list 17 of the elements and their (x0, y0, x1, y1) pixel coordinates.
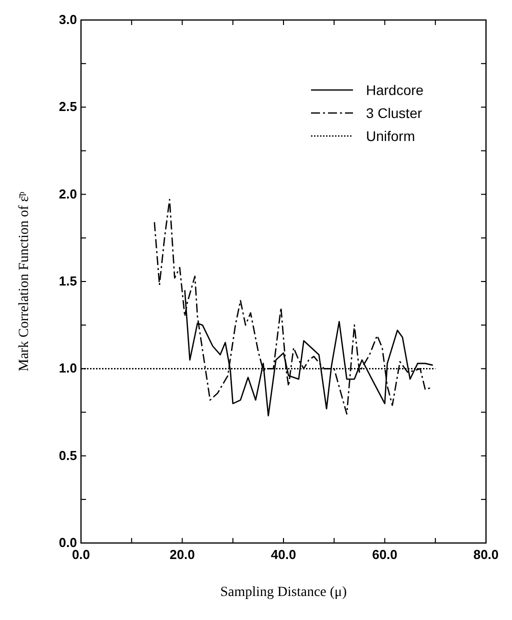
x-tick-label: 60.0 (372, 547, 398, 562)
x-tick-label: 40.0 (270, 547, 296, 562)
y-tick-label: 0.5 (58, 448, 77, 463)
y-tick-label: 2.0 (58, 186, 77, 202)
y-axis-title: Mark Correlation Function of ε̄ᵖ (17, 190, 32, 372)
y-tick-label: 1.0 (58, 360, 77, 376)
y-tick-label: 2.5 (58, 99, 77, 114)
legend-label: Hardcore (366, 82, 424, 98)
legend-label: 3 Cluster (366, 105, 422, 121)
y-tick-label: 3.0 (58, 12, 77, 27)
y-tick-label: 1.5 (58, 274, 77, 288)
x-tick-label: 80.0 (473, 547, 499, 562)
x-axis-title: Sampling Distance (μ) (220, 585, 348, 600)
y-tick-label: 0.0 (58, 535, 77, 550)
legend-label: Uniform (366, 128, 416, 144)
x-tick-label: 20.0 (170, 547, 195, 562)
x-tick-label: 0.0 (72, 547, 90, 562)
